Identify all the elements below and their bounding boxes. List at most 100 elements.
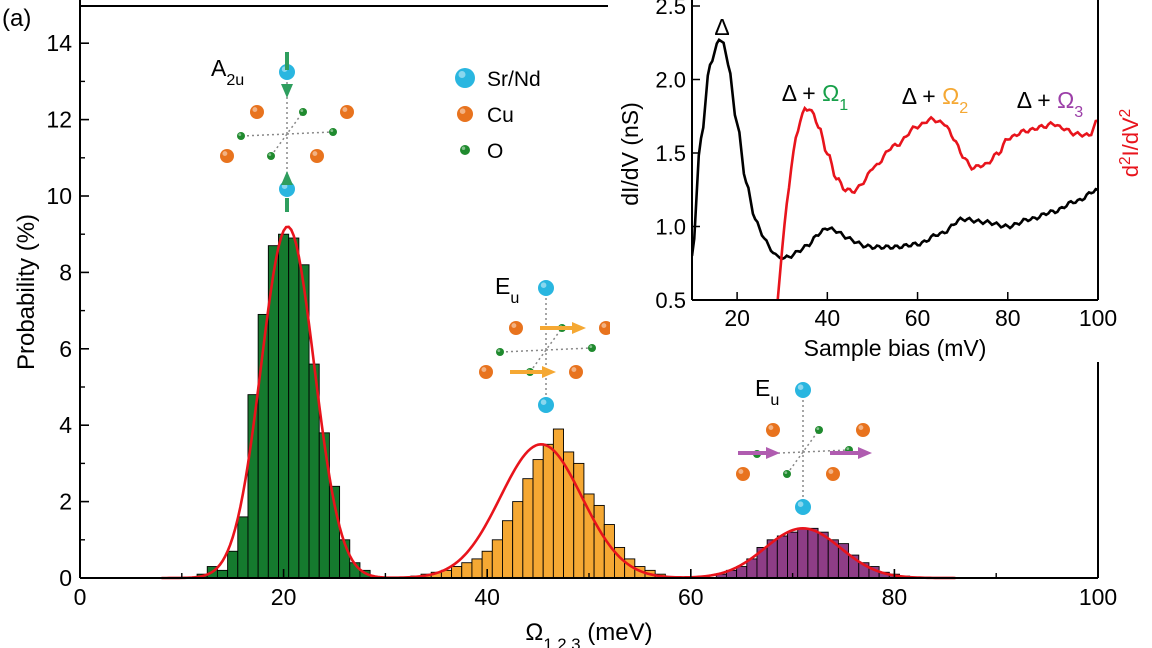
sr-atom-highlight xyxy=(540,282,547,289)
inset-x-tick-label: 100 xyxy=(1079,305,1117,331)
y-tick-label: 6 xyxy=(59,336,72,362)
histogram-bar xyxy=(736,566,748,579)
histogram-bar xyxy=(776,535,788,579)
histogram-bar xyxy=(318,432,330,579)
sr-atom xyxy=(795,382,811,398)
gaussian-fit-line xyxy=(161,225,956,580)
inset-x-tick-label: 20 xyxy=(724,305,750,331)
sr-atom-highlight xyxy=(797,384,804,391)
inset-line-series-2 xyxy=(776,105,1098,300)
cu-atom-highlight xyxy=(738,469,744,474)
x-tick-label: 0 xyxy=(74,584,87,610)
mode-label-a2u: A2u xyxy=(211,55,244,89)
inset-y-tick-label: 1.5 xyxy=(655,141,686,166)
o-atom xyxy=(299,108,307,116)
histogram-bar xyxy=(278,233,290,579)
peak-label-omega3: Δ + Ω3 xyxy=(1017,87,1084,121)
histogram-bar xyxy=(288,237,300,579)
histogram-bar xyxy=(216,569,229,579)
cu-atom-highlight xyxy=(571,367,577,372)
bar-series-3 xyxy=(715,527,911,579)
inset-x-tick-label: 40 xyxy=(815,305,841,331)
o-atom-highlight xyxy=(238,133,242,137)
histogram-bar xyxy=(227,550,239,579)
y-tick-label: 14 xyxy=(46,30,72,56)
cu-atom xyxy=(509,321,523,335)
legend-label: Sr/Nd xyxy=(487,68,541,91)
inset-right-axis-label: d2I/dV2 xyxy=(1117,109,1144,178)
histogram-bar xyxy=(573,462,585,579)
y-tick-label: 10 xyxy=(46,183,72,209)
histogram-bar xyxy=(593,504,605,579)
cu-atom-highlight xyxy=(601,323,607,328)
cu-atom-highlight xyxy=(511,323,517,328)
cu-atom xyxy=(766,423,780,437)
inset-overlays: Sr/Nd Cu O A2u Eu Eu xyxy=(211,52,872,515)
sr-atom xyxy=(795,499,811,515)
sr-atom xyxy=(538,280,554,296)
o-atom-highlight xyxy=(497,349,501,352)
cu-atom xyxy=(826,467,840,481)
o-atom-highlight xyxy=(330,129,334,133)
cu-atom-highlight xyxy=(252,107,258,113)
histogram-bar xyxy=(522,478,534,579)
x-tick-label: 100 xyxy=(1079,584,1117,610)
sr-atom xyxy=(538,397,554,413)
y-tick-label: 12 xyxy=(46,107,72,133)
sr-atom-highlight xyxy=(797,501,804,508)
bond-line xyxy=(270,111,304,157)
peak-label-omega2: Δ + Ω2 xyxy=(902,83,969,117)
mode-label-eu-2: Eu xyxy=(755,375,779,409)
inset-x-tick-label: 60 xyxy=(905,305,931,331)
cu-atom-highlight xyxy=(312,151,318,156)
x-tick-label: 80 xyxy=(882,584,908,610)
o-atom xyxy=(329,128,337,136)
eu-structure-2 xyxy=(736,382,872,515)
panel-label: (a) xyxy=(2,5,31,32)
o-atom xyxy=(588,344,596,352)
cu-atom xyxy=(599,321,613,335)
inset-spectrum-plot: 20 40 60 80 100 0.5 1.0 1.5 2.0 2.5 Sample bias (m… xyxy=(610,0,1152,362)
inset-y-tick-label: 2.5 xyxy=(655,0,686,19)
o-atom xyxy=(783,470,791,478)
histogram-bar xyxy=(502,520,514,579)
peak-label-delta: Δ xyxy=(714,14,729,40)
cu-atom-highlight xyxy=(768,425,774,430)
bar-series-2 xyxy=(410,428,666,579)
displacement-arrow xyxy=(281,84,293,98)
x-tick-label: 40 xyxy=(474,584,500,610)
cu-atom xyxy=(736,467,750,481)
cu-atom xyxy=(856,423,870,437)
inset-x-axis-label: Sample bias (mV) xyxy=(804,335,987,361)
displacement-arrow xyxy=(766,447,780,459)
cu-atom-highlight xyxy=(828,469,834,474)
cu-atom xyxy=(569,365,583,379)
o-atom-highlight xyxy=(784,471,788,474)
o-atom xyxy=(237,132,245,140)
displacement-arrow xyxy=(542,366,556,378)
histogram-bar xyxy=(471,558,483,579)
peak-label-omega1: Δ + Ω1 xyxy=(782,80,849,114)
x-tick-label: 60 xyxy=(678,584,704,610)
eu-structure-1 xyxy=(479,280,613,413)
histogram-bar xyxy=(491,539,503,579)
o-atom-highlight xyxy=(268,153,272,157)
y-axis-label: Probability (%) xyxy=(13,214,40,370)
inset-background xyxy=(610,0,1152,362)
histogram-bar xyxy=(451,566,463,579)
y-tick-label: 8 xyxy=(59,259,72,285)
histogram-bar xyxy=(797,527,809,579)
histogram-bar xyxy=(787,531,799,579)
displacement-arrow xyxy=(281,171,293,185)
legend-label: Cu xyxy=(487,104,514,127)
o-atom-highlight xyxy=(300,109,304,112)
o-atom-highlight xyxy=(589,345,593,348)
inset-x-tick-label: 80 xyxy=(995,305,1021,331)
legend-marker xyxy=(457,106,473,122)
main-histogram-plot: 0 20 40 60 80 100 0 2 4 6 8 10 12 14 Ω1,2,3 (meV) Proba… xyxy=(2,0,1117,648)
cu-atom xyxy=(220,149,234,163)
inset-y-tick-label: 1.0 xyxy=(655,215,686,240)
legend-marker-highlight xyxy=(461,146,466,150)
o-atom-highlight xyxy=(816,427,820,430)
